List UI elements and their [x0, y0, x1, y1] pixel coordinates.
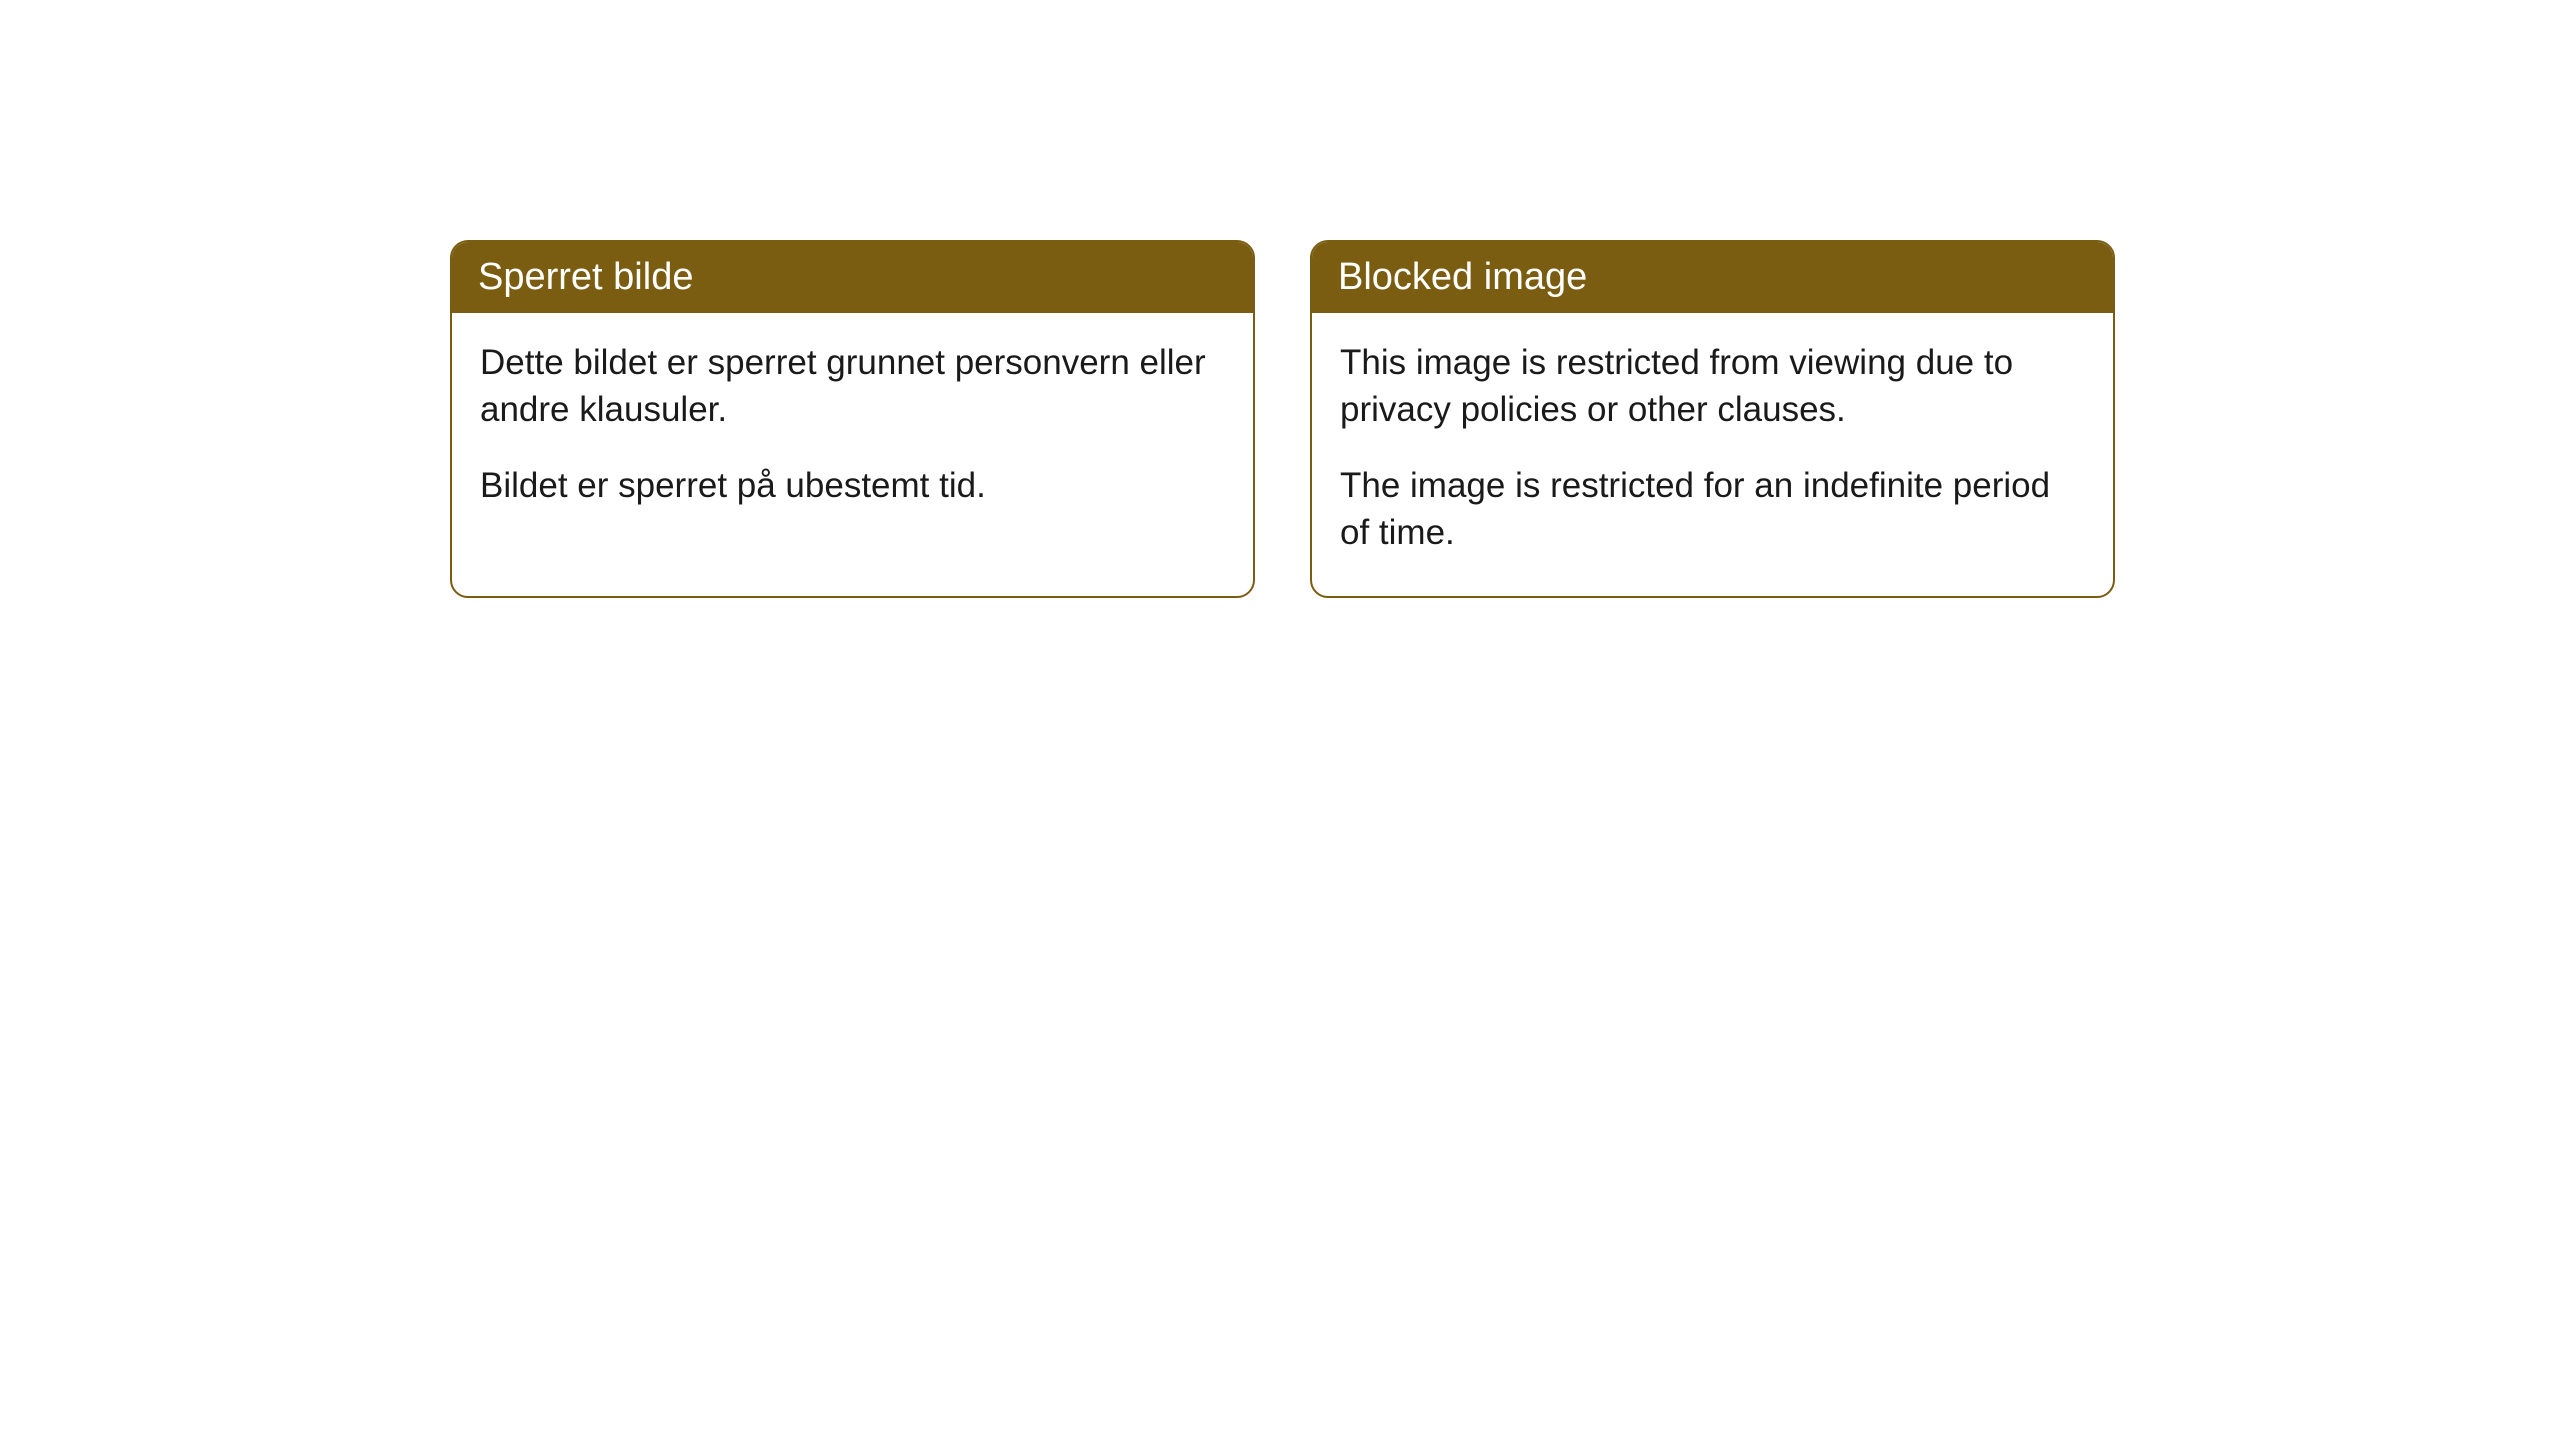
- card-body-no: Dette bildet er sperret grunnet personve…: [452, 313, 1253, 549]
- blocked-image-card-no: Sperret bilde Dette bildet er sperret gr…: [450, 240, 1255, 598]
- blocked-image-card-en: Blocked image This image is restricted f…: [1310, 240, 2115, 598]
- card-paragraph: The image is restricted for an indefinit…: [1340, 462, 2085, 557]
- cards-container: Sperret bilde Dette bildet er sperret gr…: [450, 240, 2560, 598]
- card-body-en: This image is restricted from viewing du…: [1312, 313, 2113, 596]
- card-header-en: Blocked image: [1312, 242, 2113, 313]
- card-header-no: Sperret bilde: [452, 242, 1253, 313]
- card-paragraph: This image is restricted from viewing du…: [1340, 339, 2085, 434]
- card-paragraph: Dette bildet er sperret grunnet personve…: [480, 339, 1225, 434]
- card-paragraph: Bildet er sperret på ubestemt tid.: [480, 462, 1225, 509]
